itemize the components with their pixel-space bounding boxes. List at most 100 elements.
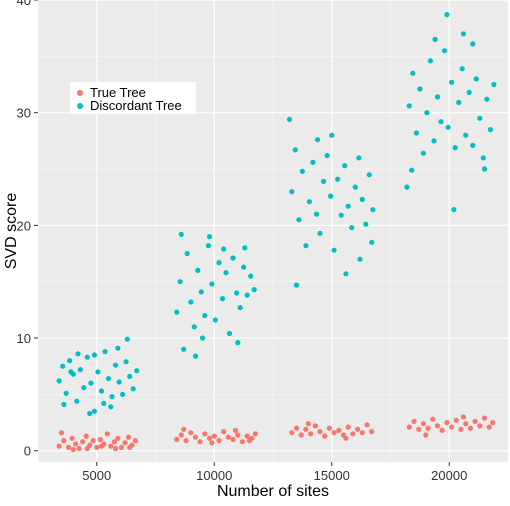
true-tree-point (317, 429, 323, 435)
discordant-tree-point (296, 217, 302, 223)
discordant-tree-point (328, 193, 334, 199)
discordant-tree-point (202, 312, 208, 319)
discordant-tree-point (331, 247, 337, 253)
discordant-tree-point (192, 353, 199, 359)
discordant-tree-point (127, 373, 133, 379)
discordant-tree-point (329, 132, 335, 138)
true-tree-point (244, 433, 250, 439)
discordant-tree-point (434, 94, 441, 100)
grid-major (38, 0, 508, 462)
discordant-tree-point (244, 292, 250, 298)
true-tree-point (181, 426, 187, 432)
true-tree-point (472, 418, 478, 424)
true-tree-point (326, 425, 332, 431)
discordant-tree-point (75, 351, 81, 357)
true-tree-point (112, 445, 119, 452)
true-tree-point (463, 421, 469, 427)
discordant-tree-point (181, 346, 187, 352)
grid-minor (37, 0, 509, 462)
discordant-tree-point (286, 116, 293, 122)
discordant-tree-point (480, 155, 486, 161)
discordant-tree-point (424, 110, 430, 116)
true-tree-point (359, 430, 365, 436)
true-tree-point (56, 443, 62, 449)
discordant-tree-point (456, 99, 462, 106)
discordant-tree-point (310, 159, 316, 165)
true-tree-point (65, 444, 72, 450)
true-tree-point (350, 431, 356, 437)
discordant-tree-point (366, 172, 372, 178)
discordant-tree-point (112, 362, 119, 368)
legend-marker-discordant-tree (77, 103, 83, 109)
discordant-tree-point (292, 147, 298, 153)
discordant-tree-point (116, 379, 122, 385)
discordant-tree-point (209, 281, 215, 287)
true-tree-point (127, 444, 133, 450)
true-tree-point (308, 431, 314, 437)
true-tree-point (94, 444, 100, 450)
true-tree-point (183, 438, 189, 444)
true-tree-point (322, 433, 328, 439)
true-tree-point (439, 427, 445, 433)
discordant-tree-point (221, 246, 227, 252)
x-tick-label: 20000 (431, 468, 467, 483)
true-tree-point (104, 431, 110, 437)
true-tree-point (481, 415, 488, 421)
true-tree-point (411, 418, 417, 424)
discordant-tree-point (299, 168, 305, 174)
true-tree-point (477, 423, 483, 429)
discordant-tree-point (91, 352, 97, 358)
discordant-tree-point (67, 358, 73, 364)
true-tree-point (84, 445, 90, 452)
discordant-tree-point (352, 184, 358, 190)
discordant-tree-point (315, 137, 321, 143)
discordant-tree-point (219, 296, 226, 302)
true-tree-point (73, 441, 79, 447)
x-tick-label: 5000 (82, 468, 111, 483)
discordant-tree-point (460, 31, 466, 37)
true-tree-point (467, 425, 473, 431)
true-tree-point (192, 434, 199, 440)
true-tree-point (343, 435, 349, 441)
true-tree-point (420, 421, 426, 427)
discordant-tree-point (356, 155, 362, 161)
discordant-tree-point (473, 76, 479, 82)
discordant-tree-point (56, 378, 62, 384)
discordant-tree-point (98, 388, 105, 394)
discordant-tree-point (463, 132, 469, 138)
discordant-tree-point (410, 70, 416, 76)
discordant-tree-point (491, 81, 497, 88)
y-tick-label: 30 (17, 106, 31, 121)
true-tree-point (122, 440, 128, 446)
true-tree-point (444, 420, 450, 426)
discordant-tree-point (470, 142, 476, 148)
true-tree-point (449, 424, 455, 430)
y-tick-label: 0 (24, 444, 31, 459)
true-tree-point (289, 430, 295, 436)
y-tick-label: 40 (17, 0, 31, 8)
discordant-tree-point (409, 167, 415, 173)
discordant-tree-point (60, 363, 66, 369)
legend: True Tree Discordant Tree (70, 82, 196, 114)
discordant-tree-point (84, 354, 90, 360)
discordant-tree-point (404, 184, 410, 190)
true-tree-point (486, 424, 492, 430)
true-tree-point (232, 427, 238, 433)
discordant-tree-point (234, 290, 240, 296)
true-tree-point (197, 439, 203, 445)
discordant-tree-point (293, 282, 300, 288)
discordant-tree-point (237, 305, 243, 311)
discordant-tree-point (417, 86, 423, 92)
true-tree-point (430, 416, 436, 422)
discordant-tree-point (369, 239, 375, 245)
true-tree-point (303, 426, 309, 432)
discordant-tree-point (198, 289, 204, 295)
legend-label-discordant-tree: Discordant Tree (90, 98, 182, 113)
discordant-tree-point (289, 189, 295, 195)
discordant-tree-point (188, 299, 194, 305)
true-tree-point (83, 433, 89, 439)
discordant-tree-point (442, 48, 448, 54)
discordant-tree-point (130, 386, 136, 392)
true-tree-point (460, 414, 466, 420)
